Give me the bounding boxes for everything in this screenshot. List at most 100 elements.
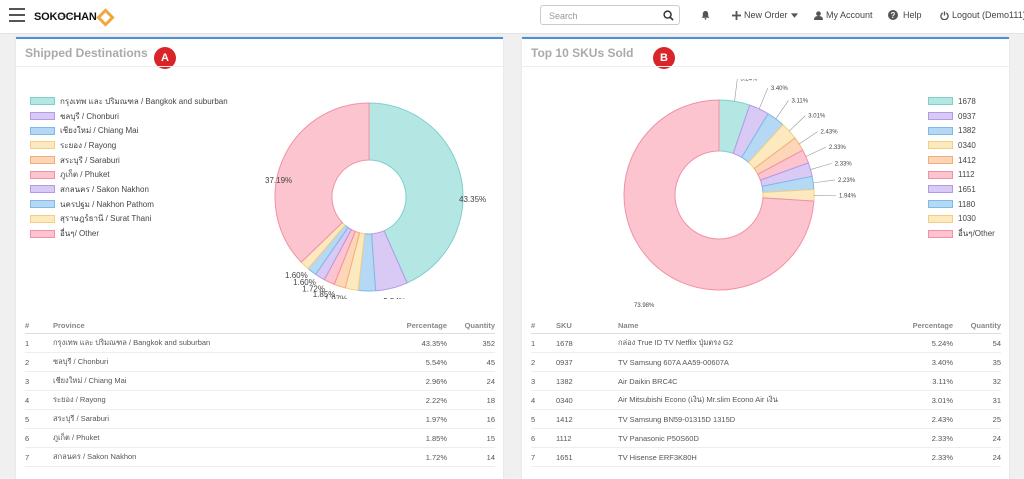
legend-item[interactable]: สระบุรี / Saraburi bbox=[30, 153, 228, 168]
legend-item[interactable]: อื่นๆ/Other bbox=[928, 226, 995, 241]
legend-item[interactable]: 1678 bbox=[928, 94, 995, 109]
legend-swatch bbox=[30, 171, 55, 179]
power-icon bbox=[940, 11, 949, 20]
legend-item[interactable]: สุราษฎร์ธานี / Surat Thani bbox=[30, 212, 228, 227]
legend-swatch bbox=[928, 112, 953, 120]
logo-subtext: ソコチャン bbox=[56, 13, 76, 19]
legend-swatch bbox=[30, 200, 55, 208]
cell-num: 4 bbox=[531, 391, 556, 410]
legend-item[interactable]: อื่นๆ/ Other bbox=[30, 226, 228, 241]
help-icon: ? bbox=[888, 10, 898, 20]
cell-percentage: 3.40% bbox=[883, 353, 953, 372]
label-leader-line bbox=[813, 180, 835, 183]
legend-item[interactable]: 0340 bbox=[928, 138, 995, 153]
legend-item[interactable]: สกลนคร / Sakon Nakhon bbox=[30, 182, 228, 197]
cell-sku: 1678 bbox=[556, 334, 618, 353]
cell-sku: 0340 bbox=[556, 391, 618, 410]
panel-title: Shipped Destinations bbox=[25, 46, 148, 60]
cell-quantity: 54 bbox=[953, 334, 1001, 353]
legend-swatch bbox=[30, 141, 55, 149]
cell-name: TV Samsung BN59-01315D 1315D bbox=[618, 410, 883, 429]
legend-swatch bbox=[30, 156, 55, 164]
col-num: # bbox=[531, 318, 556, 334]
legend-item[interactable]: 1112 bbox=[928, 167, 995, 182]
legend-item[interactable]: 1030 bbox=[928, 212, 995, 227]
cell-name: กล่อง True ID TV Netflix ปุ่มตรง G2 bbox=[618, 334, 883, 353]
legend-item[interactable]: 1651 bbox=[928, 182, 995, 197]
help-button[interactable]: ? Help bbox=[888, 10, 922, 20]
cell-num: 4 bbox=[25, 391, 53, 410]
legend-swatch bbox=[928, 200, 953, 208]
cell-num: 2 bbox=[531, 353, 556, 372]
cell-quantity: 25 bbox=[953, 410, 1001, 429]
search-icon[interactable] bbox=[663, 10, 674, 21]
legend-item[interactable]: 1382 bbox=[928, 123, 995, 138]
legend-label: 1678 bbox=[958, 97, 976, 106]
legend-swatch bbox=[30, 215, 55, 223]
legend-swatch bbox=[928, 171, 953, 179]
data-label: 2.33% bbox=[835, 161, 853, 167]
notifications-button[interactable] bbox=[701, 10, 713, 20]
legend-item[interactable]: ภูเก็ต / Phuket bbox=[30, 167, 228, 182]
cell-province: ภูเก็ต / Phuket bbox=[53, 429, 367, 448]
legend-item[interactable]: 0937 bbox=[928, 109, 995, 124]
cell-sku: 1382 bbox=[556, 372, 618, 391]
cell-sku: 0937 bbox=[556, 353, 618, 372]
legend-item[interactable]: กรุงเทพ และ ปริมณฑล / Bangkok and suburb… bbox=[30, 94, 228, 109]
bell-icon bbox=[701, 10, 710, 20]
my-account-button[interactable]: My Account bbox=[814, 10, 873, 20]
cell-percentage: 2.33% bbox=[883, 448, 953, 467]
legend-item[interactable]: นครปฐม / Nakhon Pathom bbox=[30, 197, 228, 212]
col-percentage: Percentage bbox=[367, 318, 447, 334]
legend-label: 1180 bbox=[958, 200, 975, 209]
legend-label: 0937 bbox=[958, 112, 976, 121]
cell-percentage: 43.35% bbox=[367, 334, 447, 353]
search-box[interactable] bbox=[540, 5, 680, 25]
cell-sku: 1412 bbox=[556, 410, 618, 429]
cell-quantity: 16 bbox=[447, 410, 495, 429]
cell-num: 7 bbox=[531, 448, 556, 467]
legend-item[interactable]: เชียงใหม่ / Chiang Mai bbox=[30, 123, 228, 138]
data-label: 37.19% bbox=[265, 176, 292, 185]
data-label: 2.23% bbox=[838, 178, 856, 184]
legend-item[interactable]: 1412 bbox=[928, 153, 995, 168]
label-leader-line bbox=[759, 88, 768, 109]
cell-province: สระบุรี / Saraburi bbox=[53, 410, 367, 429]
cell-quantity: 45 bbox=[447, 353, 495, 372]
new-order-button[interactable]: New Order bbox=[732, 10, 801, 20]
col-name: Name bbox=[618, 318, 883, 334]
cell-num: 1 bbox=[531, 334, 556, 353]
cell-percentage: 1.85% bbox=[367, 429, 447, 448]
donut-chart-destinations: 43.35%5.54%2.96%2.22%1.97%1.85%1.72%1.60… bbox=[246, 79, 486, 299]
hamburger-menu-icon[interactable] bbox=[9, 8, 25, 23]
cell-percentage: 5.24% bbox=[883, 334, 953, 353]
legend-swatch bbox=[30, 185, 55, 193]
data-label: 2.33% bbox=[829, 145, 847, 151]
legend-label: กรุงเทพ และ ปริมณฑล / Bangkok and suburb… bbox=[60, 95, 228, 108]
search-input[interactable] bbox=[547, 8, 661, 24]
cell-quantity: 24 bbox=[953, 448, 1001, 467]
label-leader-line bbox=[806, 147, 826, 156]
cell-quantity: 35 bbox=[953, 353, 1001, 372]
legend-item[interactable]: ระยอง / Rayong bbox=[30, 138, 228, 153]
legend-item[interactable]: ชลบุรี / Chonburi bbox=[30, 109, 228, 124]
cell-num: 7 bbox=[25, 448, 53, 467]
divider bbox=[522, 66, 1009, 67]
cell-num: 6 bbox=[531, 429, 556, 448]
table-header-row: # SKU Name Percentage Quantity bbox=[531, 318, 1001, 334]
cell-num: 1 bbox=[25, 334, 53, 353]
cell-percentage: 1.97% bbox=[367, 410, 447, 429]
logout-button[interactable]: Logout (Demo111) bbox=[940, 10, 1024, 20]
data-label: 3.01% bbox=[808, 114, 826, 120]
data-label: 3.11% bbox=[792, 98, 809, 104]
col-sku: SKU bbox=[556, 318, 618, 334]
cell-province: ชลบุรี / Chonburi bbox=[53, 353, 367, 372]
legend-item[interactable]: 1180 bbox=[928, 197, 995, 212]
legend-label: 1382 bbox=[958, 126, 976, 135]
